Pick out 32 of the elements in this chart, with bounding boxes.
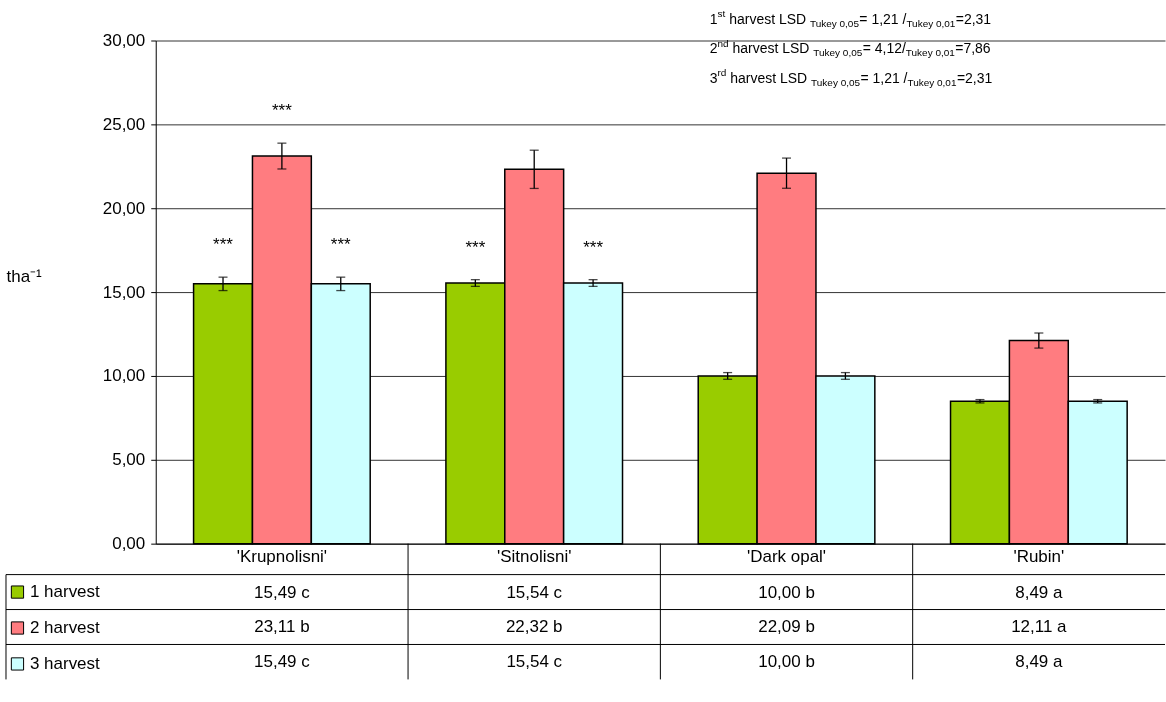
data-label: 22,09 b <box>758 617 815 637</box>
y-axis-title: tha⁻¹ <box>6 267 43 287</box>
data-label: 8,49 a <box>1015 582 1063 602</box>
y-tick-label: 20,00 <box>102 198 146 218</box>
y-tick-label: 30,00 <box>102 31 146 51</box>
legend-label: 2 harvest <box>29 618 101 637</box>
y-tick-label: 15,00 <box>102 282 146 302</box>
data-label: 23,11 b <box>254 617 310 637</box>
data-label: 15,49 c <box>254 652 311 672</box>
data-label: 15,54 c <box>506 652 563 672</box>
data-label: 10,00 b <box>758 582 815 602</box>
data-label: 12,11 a <box>1011 617 1068 637</box>
y-tick-label: 25,00 <box>102 114 146 134</box>
data-label: 10,00 b <box>758 652 815 672</box>
data-label: 8,49 a <box>1015 652 1063 672</box>
y-tick-label: 5,00 <box>112 450 146 470</box>
annotation: *** <box>465 237 486 257</box>
annotation: *** <box>330 235 352 255</box>
x-tick-label: 'Rubin' <box>1013 547 1065 567</box>
y-tick-label: 0,00 <box>112 534 146 554</box>
annotation: *** <box>271 101 293 121</box>
legend-label: 1 harvest <box>29 582 101 602</box>
x-tick-label: 'Dark opal' <box>746 547 827 567</box>
legend-label: 3 harvest <box>29 653 101 673</box>
annotation: *** <box>583 237 604 257</box>
data-label: 15,54 c <box>506 582 563 602</box>
annotation: *** <box>213 235 234 255</box>
x-tick-label: 'Krupnolisni' <box>236 547 328 567</box>
data-label: 15,49 c <box>254 582 311 602</box>
x-tick-label: 'Sitnolisni' <box>497 547 572 567</box>
y-tick-label: 10,00 <box>102 366 146 386</box>
data-label: 22,32 b <box>505 617 563 637</box>
